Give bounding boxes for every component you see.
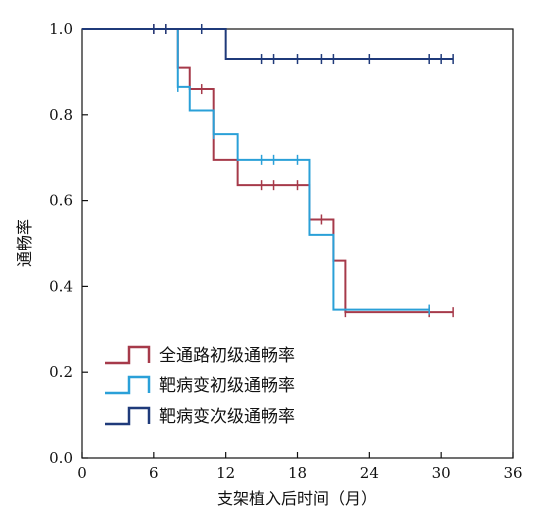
- legend-swatch: [105, 345, 151, 365]
- legend-label: 全通路初级通畅率: [159, 346, 295, 366]
- y-tick-label: 0.2: [49, 363, 73, 381]
- legend-swatch: [105, 406, 151, 426]
- x-tick-label: 18: [288, 464, 307, 482]
- x-tick-label: 6: [149, 464, 159, 482]
- y-tick-label: 0.6: [49, 192, 73, 210]
- y-tick-label: 0.0: [49, 449, 73, 467]
- series-line-3: [82, 28, 454, 61]
- legend-swatch: [105, 375, 151, 395]
- legend-label: 靶病变初级通畅率: [159, 376, 295, 396]
- y-axis: 0.0 0.2 0.4 0.6 0.8 1.0: [49, 20, 88, 467]
- x-tick-label: 30: [432, 464, 451, 482]
- y-tick-label: 0.4: [49, 277, 73, 295]
- x-tick-label: 36: [503, 464, 522, 482]
- legend-label: 靶病变次级通畅率: [159, 407, 295, 427]
- x-tick-label: 0: [77, 464, 87, 482]
- y-tick-label: 1.0: [49, 20, 73, 38]
- y-tick-label: 0.8: [49, 106, 73, 124]
- x-tick-label: 12: [216, 464, 235, 482]
- x-tick-label: 24: [360, 464, 379, 482]
- x-axis-title: 支架植入后时间（月）: [217, 489, 377, 508]
- x-axis: 0 6 12 18 24 30 36: [77, 452, 523, 482]
- y-axis-title: 通畅率: [15, 219, 34, 267]
- plot-frame: [81, 28, 514, 459]
- series-line-2: [82, 28, 430, 311]
- series-line-1: [82, 28, 454, 314]
- series-layer: [82, 24, 454, 318]
